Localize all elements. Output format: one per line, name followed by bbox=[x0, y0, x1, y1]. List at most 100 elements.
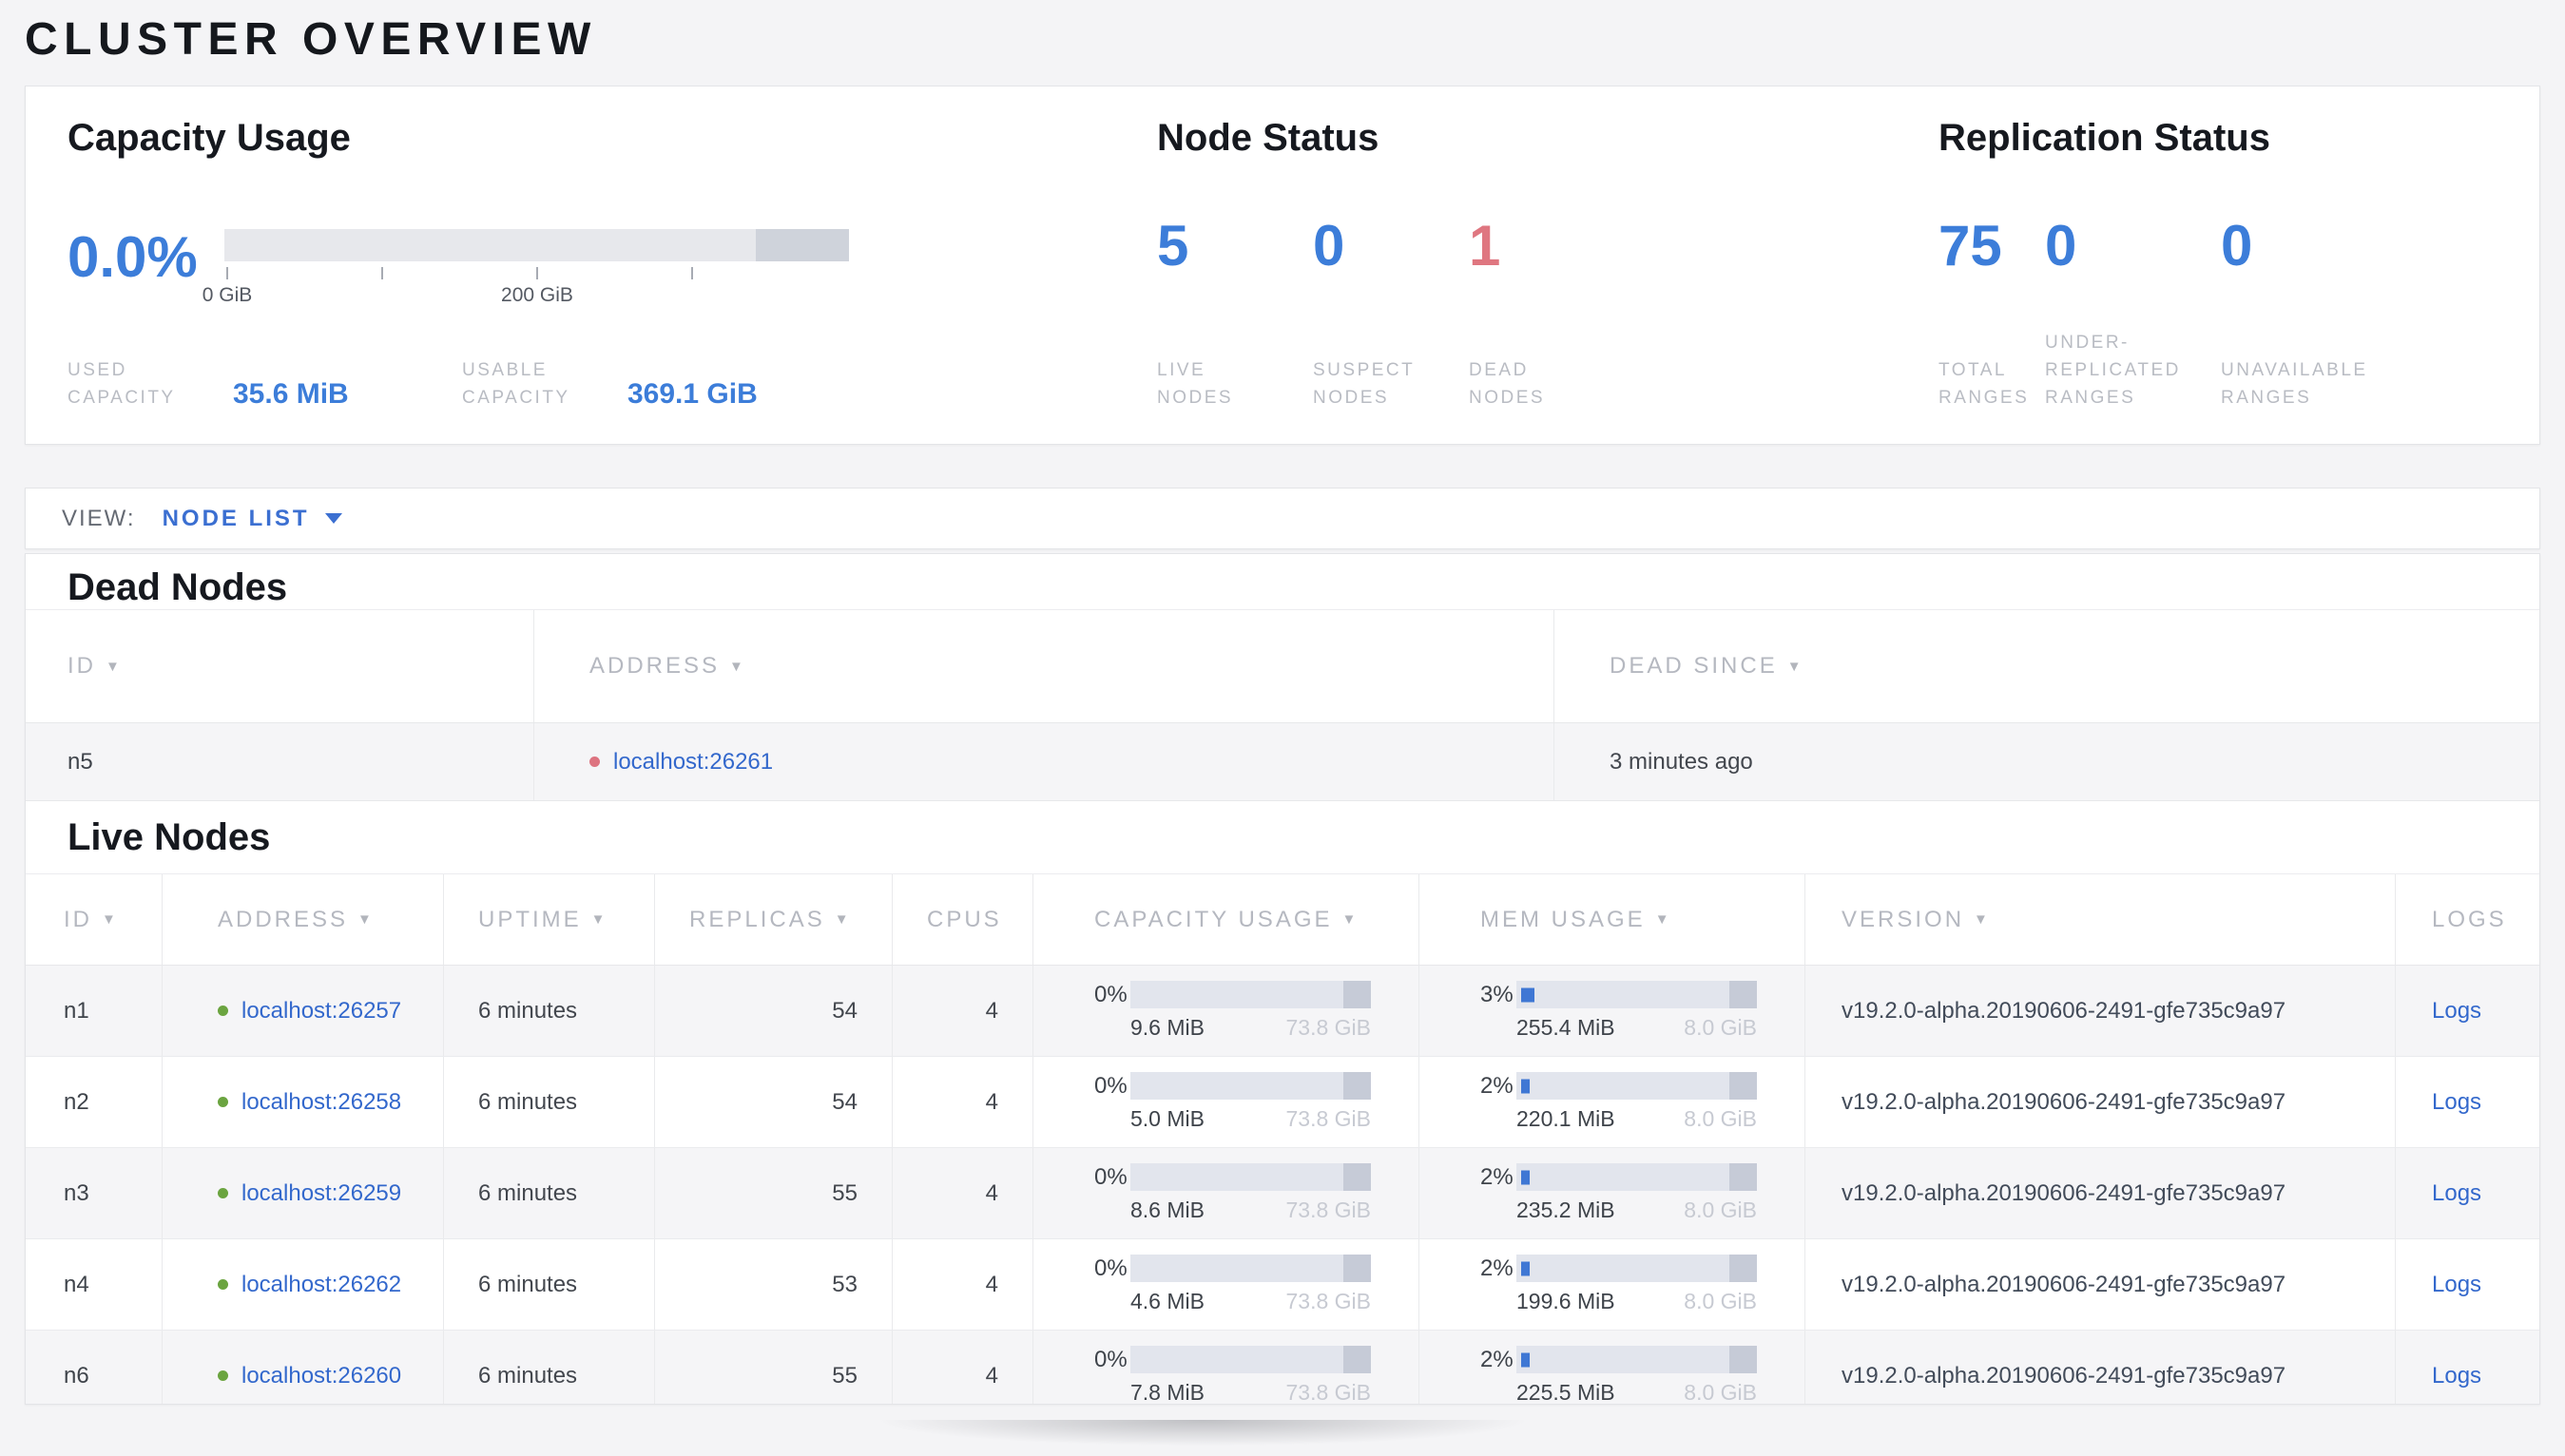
node-id: n5 bbox=[68, 748, 93, 775]
chevron-down-icon bbox=[324, 513, 342, 524]
mem-total-value: 8.0 GiB bbox=[1684, 1106, 1757, 1131]
live-node-capacity-cell: 0% 7.8 MiB 73.8 GiB bbox=[1033, 1331, 1419, 1404]
usable-capacity-stat: USABLE CAPACITY 369.1 GiB bbox=[462, 356, 758, 412]
live-header-mem[interactable]: MEM USAGE ▼ bbox=[1419, 874, 1805, 965]
sort-desc-icon: ▼ bbox=[834, 911, 849, 928]
node-status-stats: 5 LIVE NODES 0 SUSPECT NODES 1 DEAD NODE… bbox=[1157, 216, 1938, 412]
live-header-replicas[interactable]: REPLICAS ▼ bbox=[655, 874, 893, 965]
capacity-usage-heading: Capacity Usage bbox=[68, 117, 351, 159]
live-node-address-cell: localhost:26260 bbox=[163, 1331, 444, 1404]
cluster-summary-card: Capacity Usage 0.0% 0 GiB 200 GiB U bbox=[25, 86, 2540, 445]
cpus-value: 4 bbox=[985, 997, 998, 1024]
logs-link[interactable]: Logs bbox=[2432, 1271, 2482, 1297]
capacity-usage-widget: 0% 9.6 MiB 73.8 GiB bbox=[1094, 981, 1371, 1041]
capacity-used-value: 9.6 MiB bbox=[1130, 1015, 1205, 1040]
live-node-version-cell: v19.2.0-alpha.20190606-2491-gfe735c9a97 bbox=[1805, 966, 2396, 1056]
capacity-usage-widget: 0% 4.6 MiB 73.8 GiB bbox=[1094, 1255, 1371, 1314]
live-node-capacity-cell: 0% 8.6 MiB 73.8 GiB bbox=[1033, 1148, 1419, 1238]
live-header-address[interactable]: ADDRESS ▼ bbox=[163, 874, 444, 965]
version-value: v19.2.0-alpha.20190606-2491-gfe735c9a97 bbox=[1842, 1362, 2286, 1389]
node-address-link[interactable]: localhost:26260 bbox=[241, 1362, 402, 1389]
live-status-icon bbox=[218, 1188, 228, 1198]
live-header-version[interactable]: VERSION ▼ bbox=[1805, 874, 2396, 965]
capacity-usage-row: 0.0% 0 GiB 200 GiB bbox=[68, 227, 1157, 306]
live-status-icon bbox=[218, 1097, 228, 1107]
live-node-row: n3 localhost:26259 6 minutes 55 4 bbox=[26, 1148, 2539, 1239]
bar-endcap bbox=[1729, 1163, 1757, 1191]
mem-total-value: 8.0 GiB bbox=[1684, 1289, 1757, 1313]
dead-status-icon bbox=[589, 757, 600, 767]
capacity-total-value: 73.8 GiB bbox=[1285, 1289, 1372, 1313]
axis-tick bbox=[226, 267, 228, 279]
under-replicated-count: 0 bbox=[2045, 214, 2077, 278]
replicas-value: 53 bbox=[832, 1271, 858, 1297]
live-node-version-cell: v19.2.0-alpha.20190606-2491-gfe735c9a97 bbox=[1805, 1057, 2396, 1147]
node-address-link[interactable]: localhost:26261 bbox=[613, 748, 774, 775]
dead-header-dead-since[interactable]: DEAD SINCE ▼ bbox=[1554, 610, 2539, 722]
suspect-nodes-count: 0 bbox=[1313, 214, 1345, 278]
live-node-row: n6 localhost:26260 6 minutes 55 4 bbox=[26, 1331, 2539, 1404]
dead-since-value: 3 minutes ago bbox=[1610, 748, 1753, 775]
mem-used-value: 199.6 MiB bbox=[1516, 1289, 1615, 1313]
live-node-uptime-cell: 6 minutes bbox=[444, 1057, 655, 1147]
live-header-id[interactable]: ID ▼ bbox=[26, 874, 163, 965]
dead-header-address[interactable]: ADDRESS ▼ bbox=[534, 610, 1554, 722]
mem-used-value: 255.4 MiB bbox=[1516, 1015, 1615, 1040]
capacity-percent-value: 0% bbox=[1094, 1072, 1128, 1099]
dead-nodes-label: DEAD NODES bbox=[1469, 360, 1546, 408]
capacity-used-value: 5.0 MiB bbox=[1130, 1106, 1205, 1131]
capacity-usage-bar bbox=[1130, 1346, 1371, 1373]
live-header-uptime[interactable]: UPTIME ▼ bbox=[444, 874, 655, 965]
used-capacity-label: USED CAPACITY bbox=[68, 360, 176, 408]
column-header-label: ADDRESS bbox=[218, 906, 349, 932]
node-id: n1 bbox=[64, 997, 89, 1024]
live-node-uptime-cell: 6 minutes bbox=[444, 1331, 655, 1404]
live-node-row: n4 localhost:26262 6 minutes 53 4 bbox=[26, 1239, 2539, 1331]
live-header-capacity[interactable]: CAPACITY USAGE ▼ bbox=[1033, 874, 1419, 965]
under-replicated-stat: 0 UNDER- REPLICATED RANGES bbox=[2045, 216, 2221, 412]
dead-header-id[interactable]: ID ▼ bbox=[26, 610, 534, 722]
suspect-nodes-stat: 0 SUSPECT NODES bbox=[1313, 216, 1469, 412]
node-id: n4 bbox=[64, 1271, 89, 1297]
live-node-version-cell: v19.2.0-alpha.20190606-2491-gfe735c9a97 bbox=[1805, 1148, 2396, 1238]
view-selector-bar: VIEW: NODE LIST bbox=[25, 488, 2540, 549]
view-dropdown[interactable]: NODE LIST bbox=[163, 506, 342, 532]
live-status-icon bbox=[218, 1279, 228, 1290]
mem-usage-widget: 3% 255.4 MiB 8.0 GiB bbox=[1480, 981, 1757, 1041]
node-address-link[interactable]: localhost:26259 bbox=[241, 1179, 402, 1206]
mem-percent-value: 2% bbox=[1480, 1163, 1514, 1190]
dead-node-since-cell: 3 minutes ago bbox=[1554, 723, 2539, 800]
node-address-link[interactable]: localhost:26257 bbox=[241, 997, 402, 1024]
mem-usage-widget: 2% 235.2 MiB 8.0 GiB bbox=[1480, 1163, 1757, 1223]
live-node-id-cell: n4 bbox=[26, 1239, 163, 1330]
logs-link[interactable]: Logs bbox=[2432, 1362, 2482, 1389]
mem-percent-value: 2% bbox=[1480, 1072, 1514, 1099]
logs-link[interactable]: Logs bbox=[2432, 1088, 2482, 1115]
live-status-icon bbox=[218, 1006, 228, 1016]
logs-link[interactable]: Logs bbox=[2432, 1179, 2482, 1206]
mem-used-value: 235.2 MiB bbox=[1516, 1197, 1615, 1222]
live-node-logs-cell: Logs bbox=[2396, 966, 2539, 1056]
live-node-logs-cell: Logs bbox=[2396, 1239, 2539, 1330]
view-label: VIEW: bbox=[62, 505, 136, 531]
bar-fill bbox=[1521, 1170, 1530, 1184]
replication-stats: 75 TOTAL RANGES 0 UNDER- REPLICATED RANG… bbox=[1938, 216, 2498, 412]
live-node-uptime-cell: 6 minutes bbox=[444, 966, 655, 1056]
mem-percent-value: 2% bbox=[1480, 1255, 1514, 1281]
live-header-logs: LOGS bbox=[2396, 874, 2539, 965]
bar-endcap bbox=[1343, 1346, 1371, 1373]
uptime-value: 6 minutes bbox=[478, 1271, 578, 1297]
usable-capacity-value: 369.1 GiB bbox=[627, 378, 758, 410]
bar-endcap bbox=[1729, 1072, 1757, 1100]
capacity-percent-value: 0% bbox=[1094, 1346, 1128, 1372]
unavailable-ranges-count: 0 bbox=[2221, 214, 2253, 278]
capacity-percent-value: 0% bbox=[1094, 981, 1128, 1007]
dead-node-row: n5 localhost:26261 3 minutes ago bbox=[26, 723, 2539, 801]
bar-endcap bbox=[1343, 1072, 1371, 1100]
cpus-value: 4 bbox=[985, 1179, 998, 1206]
node-address-link[interactable]: localhost:26258 bbox=[241, 1088, 402, 1115]
node-address-link[interactable]: localhost:26262 bbox=[241, 1271, 402, 1297]
logs-link[interactable]: Logs bbox=[2432, 997, 2482, 1024]
replicas-value: 55 bbox=[832, 1362, 858, 1389]
live-header-cpus[interactable]: CPUS bbox=[893, 874, 1033, 965]
